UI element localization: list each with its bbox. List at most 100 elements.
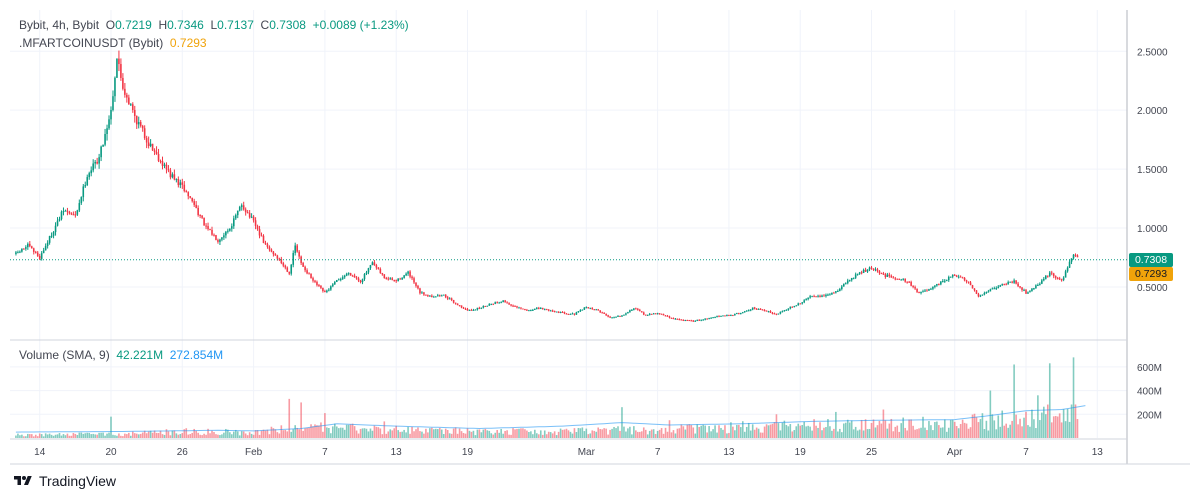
- candle-body: [740, 312, 742, 314]
- volume-bars: [15, 357, 1079, 438]
- candle-body: [268, 246, 271, 250]
- volume-bar: [476, 429, 479, 438]
- volume-bar: [629, 426, 631, 438]
- candle-body: [623, 314, 625, 316]
- candle-body: [678, 319, 681, 321]
- low-value: 0.7137: [217, 18, 254, 32]
- candle-body: [187, 192, 190, 197]
- volume-bar: [803, 421, 805, 438]
- volume-bar: [652, 429, 655, 438]
- candle-body: [773, 313, 776, 315]
- volume-bar: [482, 429, 485, 438]
- candle-body: [274, 254, 277, 256]
- candle-body: [726, 315, 728, 317]
- volume-bar: [850, 420, 853, 438]
- candle-body: [320, 285, 322, 288]
- candle-body: [1058, 278, 1061, 280]
- volume-bar: [201, 435, 203, 438]
- candle-body: [924, 290, 926, 292]
- volume-bar: [205, 434, 207, 438]
- volume-bar: [839, 428, 841, 438]
- ohlc-legend: Bybit, 4h, Bybit O 0.7219 H 0.7346 L 0.7137…: [19, 18, 409, 32]
- candle-body: [351, 275, 354, 277]
- volume-bar: [131, 431, 134, 438]
- volume-bar: [1074, 404, 1077, 438]
- volume-bar: [757, 428, 760, 438]
- candle-body: [462, 307, 465, 309]
- volume-bar: [318, 425, 320, 438]
- candle-body: [583, 307, 586, 310]
- candle-body: [118, 58, 120, 65]
- candle-body: [637, 308, 639, 310]
- candle-body: [833, 292, 835, 294]
- volume-bar: [290, 431, 293, 438]
- volume-bar: [858, 429, 861, 438]
- candle-body: [625, 313, 627, 315]
- volume-bar: [892, 431, 895, 438]
- volume-bar: [793, 430, 796, 438]
- candle-body: [183, 184, 186, 192]
- volume-bar: [993, 420, 996, 438]
- volume-bar: [1066, 408, 1069, 438]
- candle-body: [486, 305, 489, 307]
- volume-bar: [431, 427, 433, 438]
- candle-body: [179, 182, 182, 186]
- volume-bar: [510, 434, 512, 438]
- candle-body: [238, 206, 241, 211]
- candle-body: [324, 291, 326, 293]
- candle-body: [347, 273, 350, 275]
- candle-body: [27, 243, 29, 248]
- candle-body: [137, 122, 140, 125]
- candle-body: [201, 215, 203, 218]
- volume-bar: [369, 428, 372, 438]
- candle-body: [339, 279, 342, 281]
- candle-body: [858, 272, 861, 274]
- candle-body: [167, 169, 170, 171]
- volume-bar: [797, 423, 800, 438]
- volume-bar: [1076, 419, 1079, 438]
- volume-bar: [741, 421, 744, 438]
- volume-bar: [514, 429, 516, 438]
- volume-bar: [27, 433, 29, 438]
- candle-body: [240, 205, 243, 207]
- candle-body: [1039, 283, 1041, 285]
- volume-bar: [163, 434, 166, 438]
- candle-body: [854, 274, 857, 278]
- candle-body: [589, 307, 592, 309]
- candle-body: [171, 174, 174, 178]
- volume-bar: [185, 428, 188, 438]
- volume-bar: [884, 420, 887, 438]
- candle-body: [553, 311, 556, 313]
- candle-body: [819, 295, 821, 297]
- volume-bar: [157, 433, 160, 438]
- ticker-legend[interactable]: .MFARTCOINUSDT (Bybit) 0.7293: [19, 36, 207, 50]
- candle-body: [298, 251, 300, 257]
- candle-body: [670, 317, 673, 319]
- candle-body: [139, 122, 142, 126]
- volume-bar: [833, 428, 835, 438]
- volume-bar: [96, 434, 98, 438]
- volume-bar: [601, 429, 603, 438]
- candle-body: [680, 319, 683, 321]
- volume-bar: [1048, 363, 1051, 438]
- candle-body: [949, 276, 952, 278]
- volume-bar: [688, 424, 691, 438]
- volume-bar: [656, 430, 659, 438]
- candle-body: [100, 146, 102, 158]
- volume-bar: [207, 428, 209, 438]
- volume-bar: [34, 434, 37, 438]
- candle-body: [545, 309, 548, 311]
- tradingview-brand[interactable]: TradingView: [12, 473, 116, 489]
- volume-bar: [777, 423, 780, 438]
- volume-bar: [692, 427, 695, 438]
- candle-body: [981, 294, 984, 296]
- candle-body: [837, 291, 839, 293]
- candle-body: [484, 305, 487, 307]
- volume-bar: [40, 434, 43, 438]
- volume-bar: [341, 427, 344, 438]
- volume-legend[interactable]: Volume (SMA, 9) 42.221M 272.854M: [19, 348, 223, 362]
- volume-bar: [605, 428, 607, 438]
- volume-bar: [745, 426, 748, 438]
- candle-body: [906, 281, 908, 283]
